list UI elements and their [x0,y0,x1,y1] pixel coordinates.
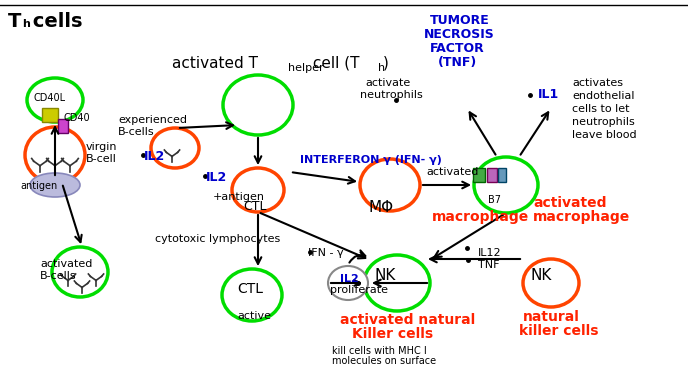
FancyArrowPatch shape [331,280,360,286]
Text: IFN - γ: IFN - γ [308,248,343,258]
Text: MΦ: MΦ [368,200,393,215]
Text: proliferate: proliferate [330,285,388,295]
Text: endothelial: endothelial [572,91,634,101]
Text: macrophage: macrophage [533,210,630,224]
Text: activated: activated [426,167,478,177]
Text: leave blood: leave blood [572,130,636,140]
Text: B-cells: B-cells [118,127,155,137]
Text: activated: activated [533,196,607,210]
Bar [487,168,497,182]
Text: experienced: experienced [118,115,187,125]
FancyArrowPatch shape [350,250,365,263]
Bar [42,108,58,122]
Text: killer cells: killer cells [519,324,599,338]
Text: activates: activates [572,78,623,88]
Text: B7: B7 [488,195,501,205]
Text: CD40L: CD40L [33,93,65,103]
Text: IL1: IL1 [538,88,559,101]
Ellipse shape [30,173,80,197]
Text: TUMORE: TUMORE [430,14,490,27]
Text: molecules on surface: molecules on surface [332,356,436,366]
Text: cells: cells [26,12,83,31]
Text: macrophage: macrophage [432,210,529,224]
Text: CTL: CTL [243,200,266,213]
Text: (TNF): (TNF) [438,56,477,69]
Text: NK: NK [374,268,396,283]
Text: Killer cells: Killer cells [352,327,433,341]
Text: activated T: activated T [172,56,258,71]
Text: NK: NK [530,268,551,283]
Text: activated: activated [40,259,92,269]
Text: h: h [378,63,385,73]
Text: cells to let: cells to let [572,104,630,114]
Text: B-cell: B-cell [86,154,117,164]
Text: CTL: CTL [237,282,263,296]
Text: neutrophils: neutrophils [572,117,635,127]
Bar [498,168,506,182]
Text: T: T [8,12,21,31]
Text: +antigen: +antigen [213,192,265,202]
Text: active: active [237,311,271,321]
Text: activate: activate [365,78,410,88]
Text: IL12: IL12 [478,248,502,258]
Text: natural: natural [523,310,580,324]
Text: B-cells: B-cells [40,271,76,281]
Text: virgin: virgin [86,142,118,152]
Text: NECROSIS: NECROSIS [424,28,495,41]
Text: IL2: IL2 [206,171,227,184]
Text: CD40: CD40 [63,113,89,123]
Text: cytotoxic lymphocytes: cytotoxic lymphocytes [155,234,280,244]
Text: ): ) [383,56,389,71]
Text: cell (T: cell (T [308,56,360,71]
Bar [58,119,68,133]
Text: helper: helper [288,63,323,73]
Text: kill cells with MHC I: kill cells with MHC I [332,346,427,356]
Ellipse shape [328,266,368,300]
Text: neutrophils: neutrophils [360,90,422,100]
Text: INTERFERON γ (IFN- γ): INTERFERON γ (IFN- γ) [300,155,442,165]
Text: activated natural: activated natural [340,313,475,327]
Text: IL2: IL2 [144,150,165,163]
Text: h: h [22,19,30,29]
Text: IL2: IL2 [340,274,358,284]
Text: TNF: TNF [478,260,499,270]
Bar [473,168,485,182]
Text: FACTOR: FACTOR [430,42,485,55]
Text: antigen: antigen [20,181,57,191]
